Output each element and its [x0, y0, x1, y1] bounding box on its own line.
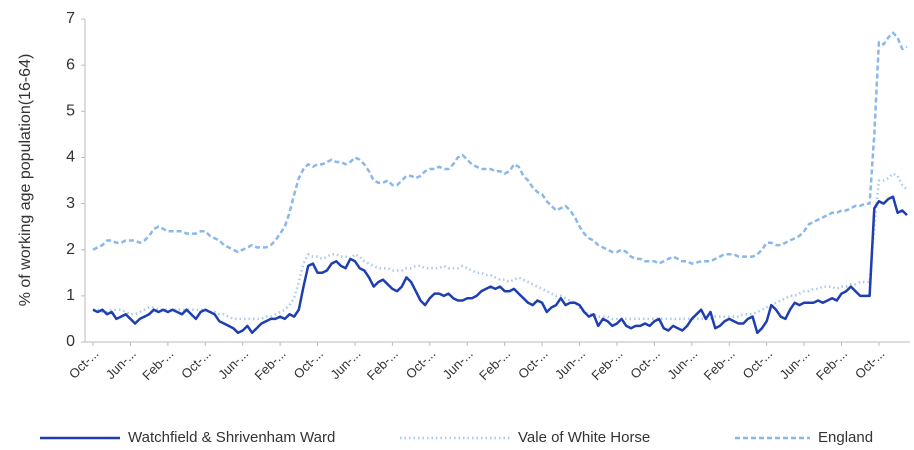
- y-tick-label: 2: [66, 241, 75, 258]
- y-tick-label: 1: [66, 287, 75, 304]
- y-axis-label: % of working age population(16-64): [17, 54, 34, 307]
- x-tick-label: Oct-...: [178, 346, 214, 382]
- x-tick-label: Feb-...: [139, 346, 176, 383]
- line-series: [93, 172, 908, 321]
- x-tick-label: Jun-...: [552, 346, 588, 382]
- y-tick-label: 5: [66, 103, 75, 120]
- y-tick-label: 0: [66, 333, 75, 350]
- legend-label: Watchfield & Shrivenham Ward: [128, 429, 335, 446]
- legend-label: Vale of White Horse: [518, 429, 650, 446]
- y-tick-label: 6: [66, 56, 75, 73]
- legend-label: England: [818, 429, 873, 446]
- x-tick-label: Jun-...: [103, 346, 139, 382]
- x-tick-label: Oct-...: [66, 346, 102, 382]
- y-tick-label: 7: [66, 10, 75, 27]
- x-tick-label: Feb-...: [813, 346, 850, 383]
- x-tick-label: Jun-...: [215, 346, 251, 382]
- x-tick-label: Oct-...: [852, 346, 888, 382]
- x-tick-label: Oct-...: [515, 346, 551, 382]
- x-tick-label: Feb-...: [588, 346, 625, 383]
- x-tick-label: Feb-...: [476, 346, 513, 383]
- line-series: [92, 195, 908, 335]
- x-tick-label: Jun-...: [776, 346, 812, 382]
- x-tick-label: Jun-...: [327, 346, 363, 382]
- x-tick-label: Oct-...: [403, 346, 439, 382]
- x-tick-label: Oct-...: [290, 346, 326, 382]
- x-tick-label: Oct-...: [627, 346, 663, 382]
- x-tick-label: Oct-...: [740, 346, 776, 382]
- x-tick-label: Feb-...: [364, 346, 401, 383]
- x-tick-label: Feb-...: [252, 346, 289, 383]
- line-series: [92, 31, 908, 265]
- y-tick-label: 4: [66, 149, 75, 166]
- x-tick-label: Jun-...: [664, 346, 700, 382]
- x-tick-label: Jun-...: [440, 346, 476, 382]
- y-tick-label: 3: [66, 195, 75, 212]
- x-tick-label: Feb-...: [701, 346, 738, 383]
